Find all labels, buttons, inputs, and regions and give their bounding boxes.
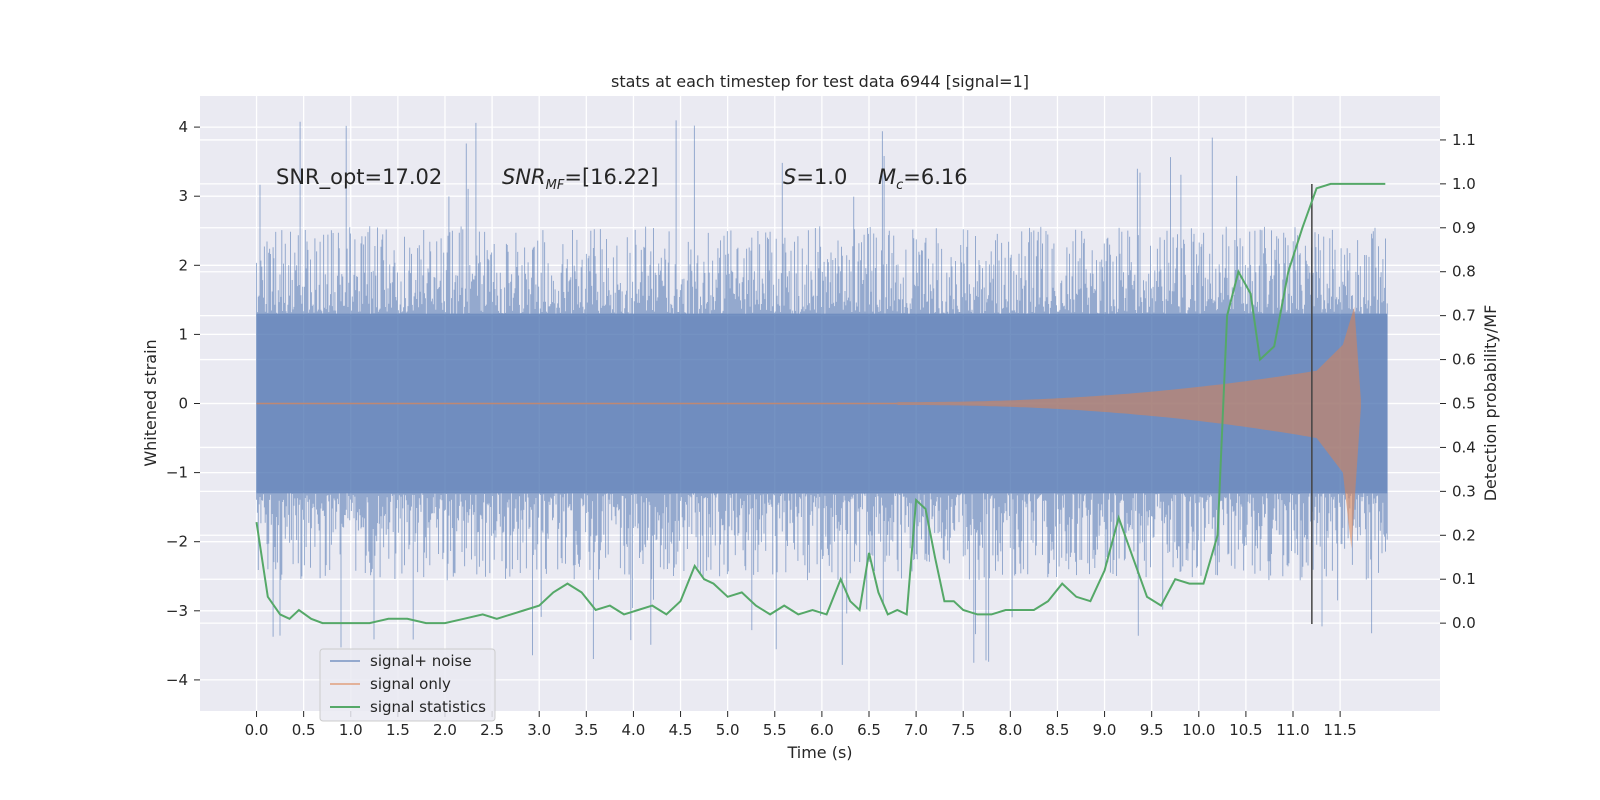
y-left-tick-label: −2	[166, 533, 188, 551]
x-tick-label: 0.0	[245, 721, 269, 739]
x-tick-label: 5.0	[716, 721, 740, 739]
x-tick-label: 7.0	[904, 721, 928, 739]
x-tick-label: 9.5	[1140, 721, 1164, 739]
x-tick-label: 9.0	[1093, 721, 1117, 739]
y-right-tick-label: 0.1	[1452, 570, 1476, 588]
legend: signal+ noise signal only signal statist…	[319, 648, 496, 722]
y-right-tick-label: 1.0	[1452, 175, 1476, 193]
y-axis-right-label: Detection probability/MF	[1481, 305, 1500, 502]
x-tick-label: 11.5	[1323, 721, 1356, 739]
x-tick-label: 8.5	[1046, 721, 1070, 739]
signal-only-series	[256, 306, 1361, 549]
annotation-snr-mf: SNRMF=[16.22]	[502, 165, 658, 193]
x-tick-label: 5.5	[763, 721, 787, 739]
chart-title: stats at each timestep for test data 694…	[611, 72, 1029, 91]
y-right-tick-label: 0.6	[1452, 351, 1476, 369]
snr-mf-symbol: SNR	[502, 165, 546, 189]
mc-symbol: M	[878, 165, 896, 189]
y-right-tick-label: 0.7	[1452, 307, 1476, 325]
mc-subscript: c	[896, 178, 903, 193]
y-left-tick-label: 0	[178, 395, 188, 413]
y-axis-right-ticks: 1.1 1.0 0.9 0.8 0.7 0.6 0.5 0.4 0.3 0.2 0.1 0.0	[1440, 131, 1476, 632]
x-tick-label: 10.5	[1229, 721, 1262, 739]
y-left-tick-label: 3	[178, 187, 188, 205]
mc-value: =6.16	[903, 165, 967, 189]
x-tick-label: 0.5	[292, 721, 316, 739]
y-left-tick-label: −3	[166, 602, 188, 620]
y-left-tick-label: 4	[178, 118, 188, 136]
annotation-mc: Mc=6.16	[878, 165, 968, 193]
x-tick-label: 1.5	[386, 721, 410, 739]
legend-box	[319, 648, 496, 722]
y-right-tick-label: 0.2	[1452, 526, 1476, 544]
x-tick-label: 1.0	[339, 721, 363, 739]
legend-label-signal-noise: signal+ noise	[370, 652, 472, 670]
s-value: =1.0	[796, 165, 847, 189]
y-left-tick-label: −4	[166, 671, 188, 689]
y-axis-left-ticks: 4 3 2 1 0 −1 −2 −3 −4	[166, 118, 200, 689]
y-left-tick-label: 2	[178, 256, 188, 274]
x-axis-label: Time (s)	[786, 743, 852, 762]
s-symbol: S	[783, 165, 796, 189]
x-tick-label: 6.5	[857, 721, 881, 739]
x-tick-label: 2.0	[433, 721, 457, 739]
x-tick-label: 7.5	[951, 721, 975, 739]
y-left-tick-label: −1	[166, 464, 188, 482]
signal-statistics-line	[255, 182, 1386, 625]
y-right-tick-label: 0.8	[1452, 263, 1476, 281]
annotation-snr-opt: SNR_opt=17.02	[276, 165, 442, 190]
legend-label-signal-only: signal only	[370, 675, 451, 693]
x-tick-label: 4.5	[669, 721, 693, 739]
x-tick-label: 2.5	[480, 721, 504, 739]
y-right-tick-label: 0.4	[1452, 438, 1476, 456]
x-tick-label: 6.0	[810, 721, 834, 739]
x-tick-label: 10.0	[1182, 721, 1215, 739]
x-tick-label: 11.0	[1276, 721, 1309, 739]
annotation-s: S=1.0	[783, 165, 847, 189]
y-axis-left-label: Whitened strain	[141, 339, 160, 466]
x-tick-label: 3.0	[527, 721, 551, 739]
y-right-tick-label: 1.1	[1452, 131, 1476, 149]
chirp-envelope	[897, 306, 1361, 549]
y-right-tick-label: 0.9	[1452, 219, 1476, 237]
y-right-tick-label: 0.5	[1452, 395, 1476, 413]
x-tick-label: 3.5	[574, 721, 598, 739]
x-axis-ticks: 0.0 0.5 1.0 1.5 2.0 2.5 3.0 3.5 4.0 4.5 5.0 5.5 6.0 6…	[245, 711, 1357, 739]
y-right-tick-label: 0.0	[1452, 614, 1476, 632]
snr-mf-subscript: MF	[546, 178, 565, 193]
y-left-tick-label: 1	[178, 325, 188, 343]
y-right-tick-label: 0.3	[1452, 482, 1476, 500]
snr-mf-value: =[16.22]	[564, 165, 658, 189]
x-tick-label: 4.0	[622, 721, 646, 739]
legend-label-signal-statistics: signal statistics	[370, 698, 486, 716]
x-tick-label: 8.0	[998, 721, 1022, 739]
